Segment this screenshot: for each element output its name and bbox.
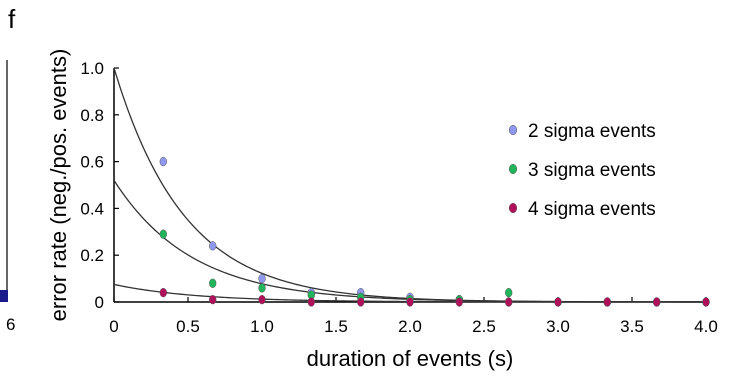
y-tick-label: 0.4 <box>80 199 104 218</box>
y-tick-label: 0.8 <box>80 106 104 125</box>
data-point-series-3 <box>209 295 217 305</box>
axes <box>113 68 706 303</box>
data-point-series-3 <box>258 295 266 305</box>
neighbor-bar <box>0 290 8 302</box>
x-tick-label: 4.0 <box>694 317 718 336</box>
y-ticks: 0 0.2 0.4 0.6 0.8 1.0 <box>80 59 119 312</box>
data-point-series-3 <box>455 297 463 307</box>
data-points <box>159 156 710 307</box>
x-tick-label: 3.0 <box>546 317 570 336</box>
x-tick-label: 0.5 <box>176 317 200 336</box>
legend-label: 3 sigma events <box>528 160 656 181</box>
panel-letter: f <box>8 4 16 34</box>
data-point-series-3 <box>603 297 611 307</box>
x-tick-label: 2.5 <box>472 317 496 336</box>
x-tick-label: 1.0 <box>250 317 274 336</box>
fit-curves <box>113 67 706 303</box>
data-point-series-3 <box>357 297 365 307</box>
legend-label: 4 sigma events <box>528 199 656 220</box>
x-axis-label: duration of events (s) <box>307 346 514 371</box>
data-point-series-3 <box>406 297 414 307</box>
legend-marker <box>508 124 518 136</box>
data-point-series-3 <box>702 297 710 307</box>
y-tick-label: 1.0 <box>80 59 104 78</box>
neighbor-tick-label: 6 <box>6 315 15 334</box>
data-point-series-1 <box>159 156 167 167</box>
data-point-series-3 <box>554 297 562 307</box>
data-point-series-3 <box>653 297 661 307</box>
data-point-series-3 <box>159 287 167 298</box>
data-point-series-2 <box>505 287 513 298</box>
x-tick-label: 1.5 <box>324 317 348 336</box>
legend-marker <box>508 202 518 214</box>
data-point-series-2 <box>258 283 266 293</box>
legend: 2 sigma events 3 sigma events 4 sigma even… <box>508 121 656 220</box>
data-point-series-1 <box>258 273 266 284</box>
y-tick-label: 0.2 <box>80 246 104 265</box>
fit-curve-series-1 <box>113 67 706 303</box>
legend-label: 2 sigma events <box>528 121 656 142</box>
data-point-series-2 <box>209 278 217 288</box>
data-point-series-3 <box>307 297 315 307</box>
data-point-series-3 <box>505 297 513 307</box>
y-tick-label: 0.6 <box>80 153 104 172</box>
y-axis-label: error rate (neg./pos. events) <box>46 49 71 322</box>
y-tick-label: 0 <box>95 293 104 312</box>
legend-marker <box>508 163 518 175</box>
data-point-series-1 <box>209 241 217 251</box>
x-tick-label: 2.0 <box>398 317 422 336</box>
x-tick-label: 0 <box>109 317 118 336</box>
x-tick-label: 3.5 <box>620 317 644 336</box>
data-point-series-2 <box>159 229 167 239</box>
neighbor-panel-fragment: 6 <box>0 60 15 334</box>
x-ticks: 0 0.5 1.0 1.5 2.0 2.5 3.0 3.5 4.0 <box>109 297 718 336</box>
